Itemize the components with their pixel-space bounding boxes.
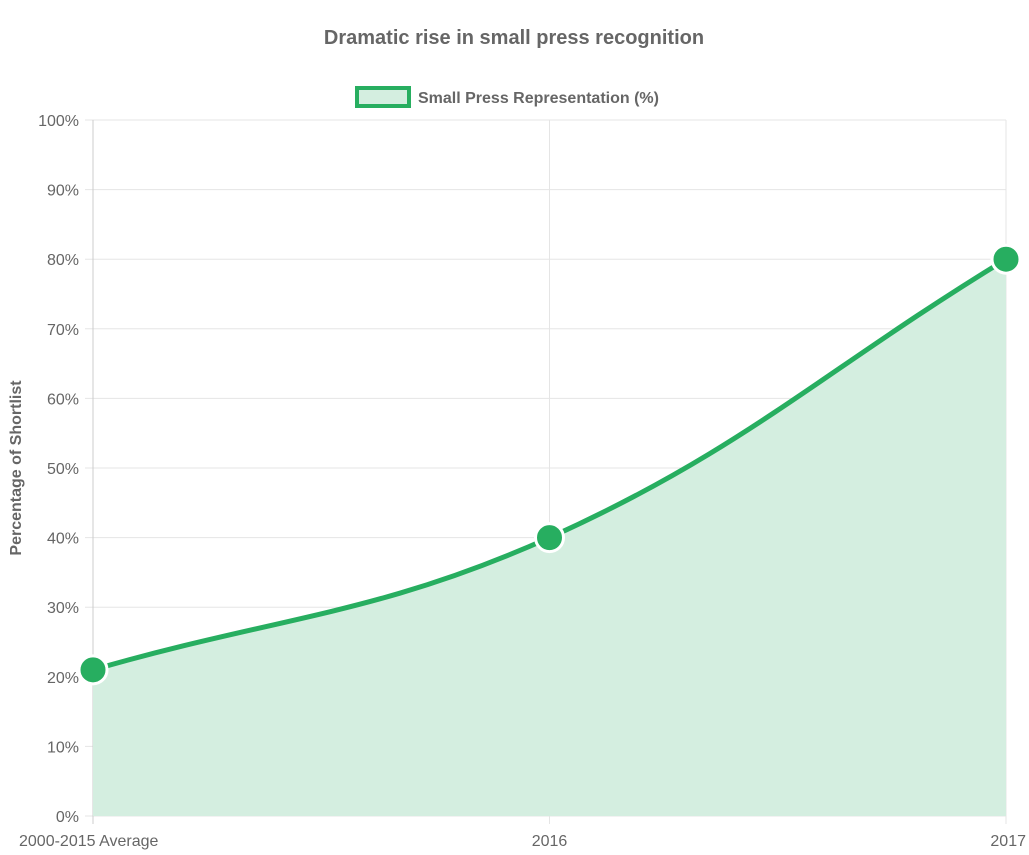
y-tick-label: 40% (47, 531, 79, 548)
x-tick-label: 2016 (532, 833, 568, 850)
data-point[interactable] (534, 522, 565, 554)
y-tick-label: 0% (56, 809, 79, 826)
y-tick-label: 90% (47, 183, 79, 200)
points-layer (77, 243, 1022, 686)
y-tick-label: 10% (47, 739, 79, 756)
y-axis-label: Percentage of Shortlist (8, 380, 25, 556)
y-tick-label: 80% (47, 252, 79, 269)
data-point[interactable] (990, 243, 1022, 275)
legend-label: Small Press Representation (%) (418, 90, 659, 107)
y-tick-label: 30% (47, 600, 79, 617)
chart-title: Dramatic rise in small press recognition (324, 27, 704, 49)
legend[interactable]: Small Press Representation (%) (355, 86, 659, 108)
y-tick-label: 50% (47, 461, 79, 478)
x-tick-label: 2000-2015 Average (19, 833, 158, 850)
data-point[interactable] (77, 654, 109, 686)
x-axis-ticks: 2000-2015 Average 2016 2017 (19, 833, 1026, 850)
legend-swatch (355, 86, 411, 108)
y-axis-ticks: 0% 10% 20% 30% 40% 50% 60% 70% 80% 90% 100% (38, 113, 79, 826)
x-tick-label: 2017 (990, 833, 1026, 850)
y-tick-label: 20% (47, 670, 79, 687)
y-tick-label: 100% (38, 113, 79, 130)
y-tick-label: 70% (47, 322, 79, 339)
y-tick-label: 60% (47, 391, 79, 408)
